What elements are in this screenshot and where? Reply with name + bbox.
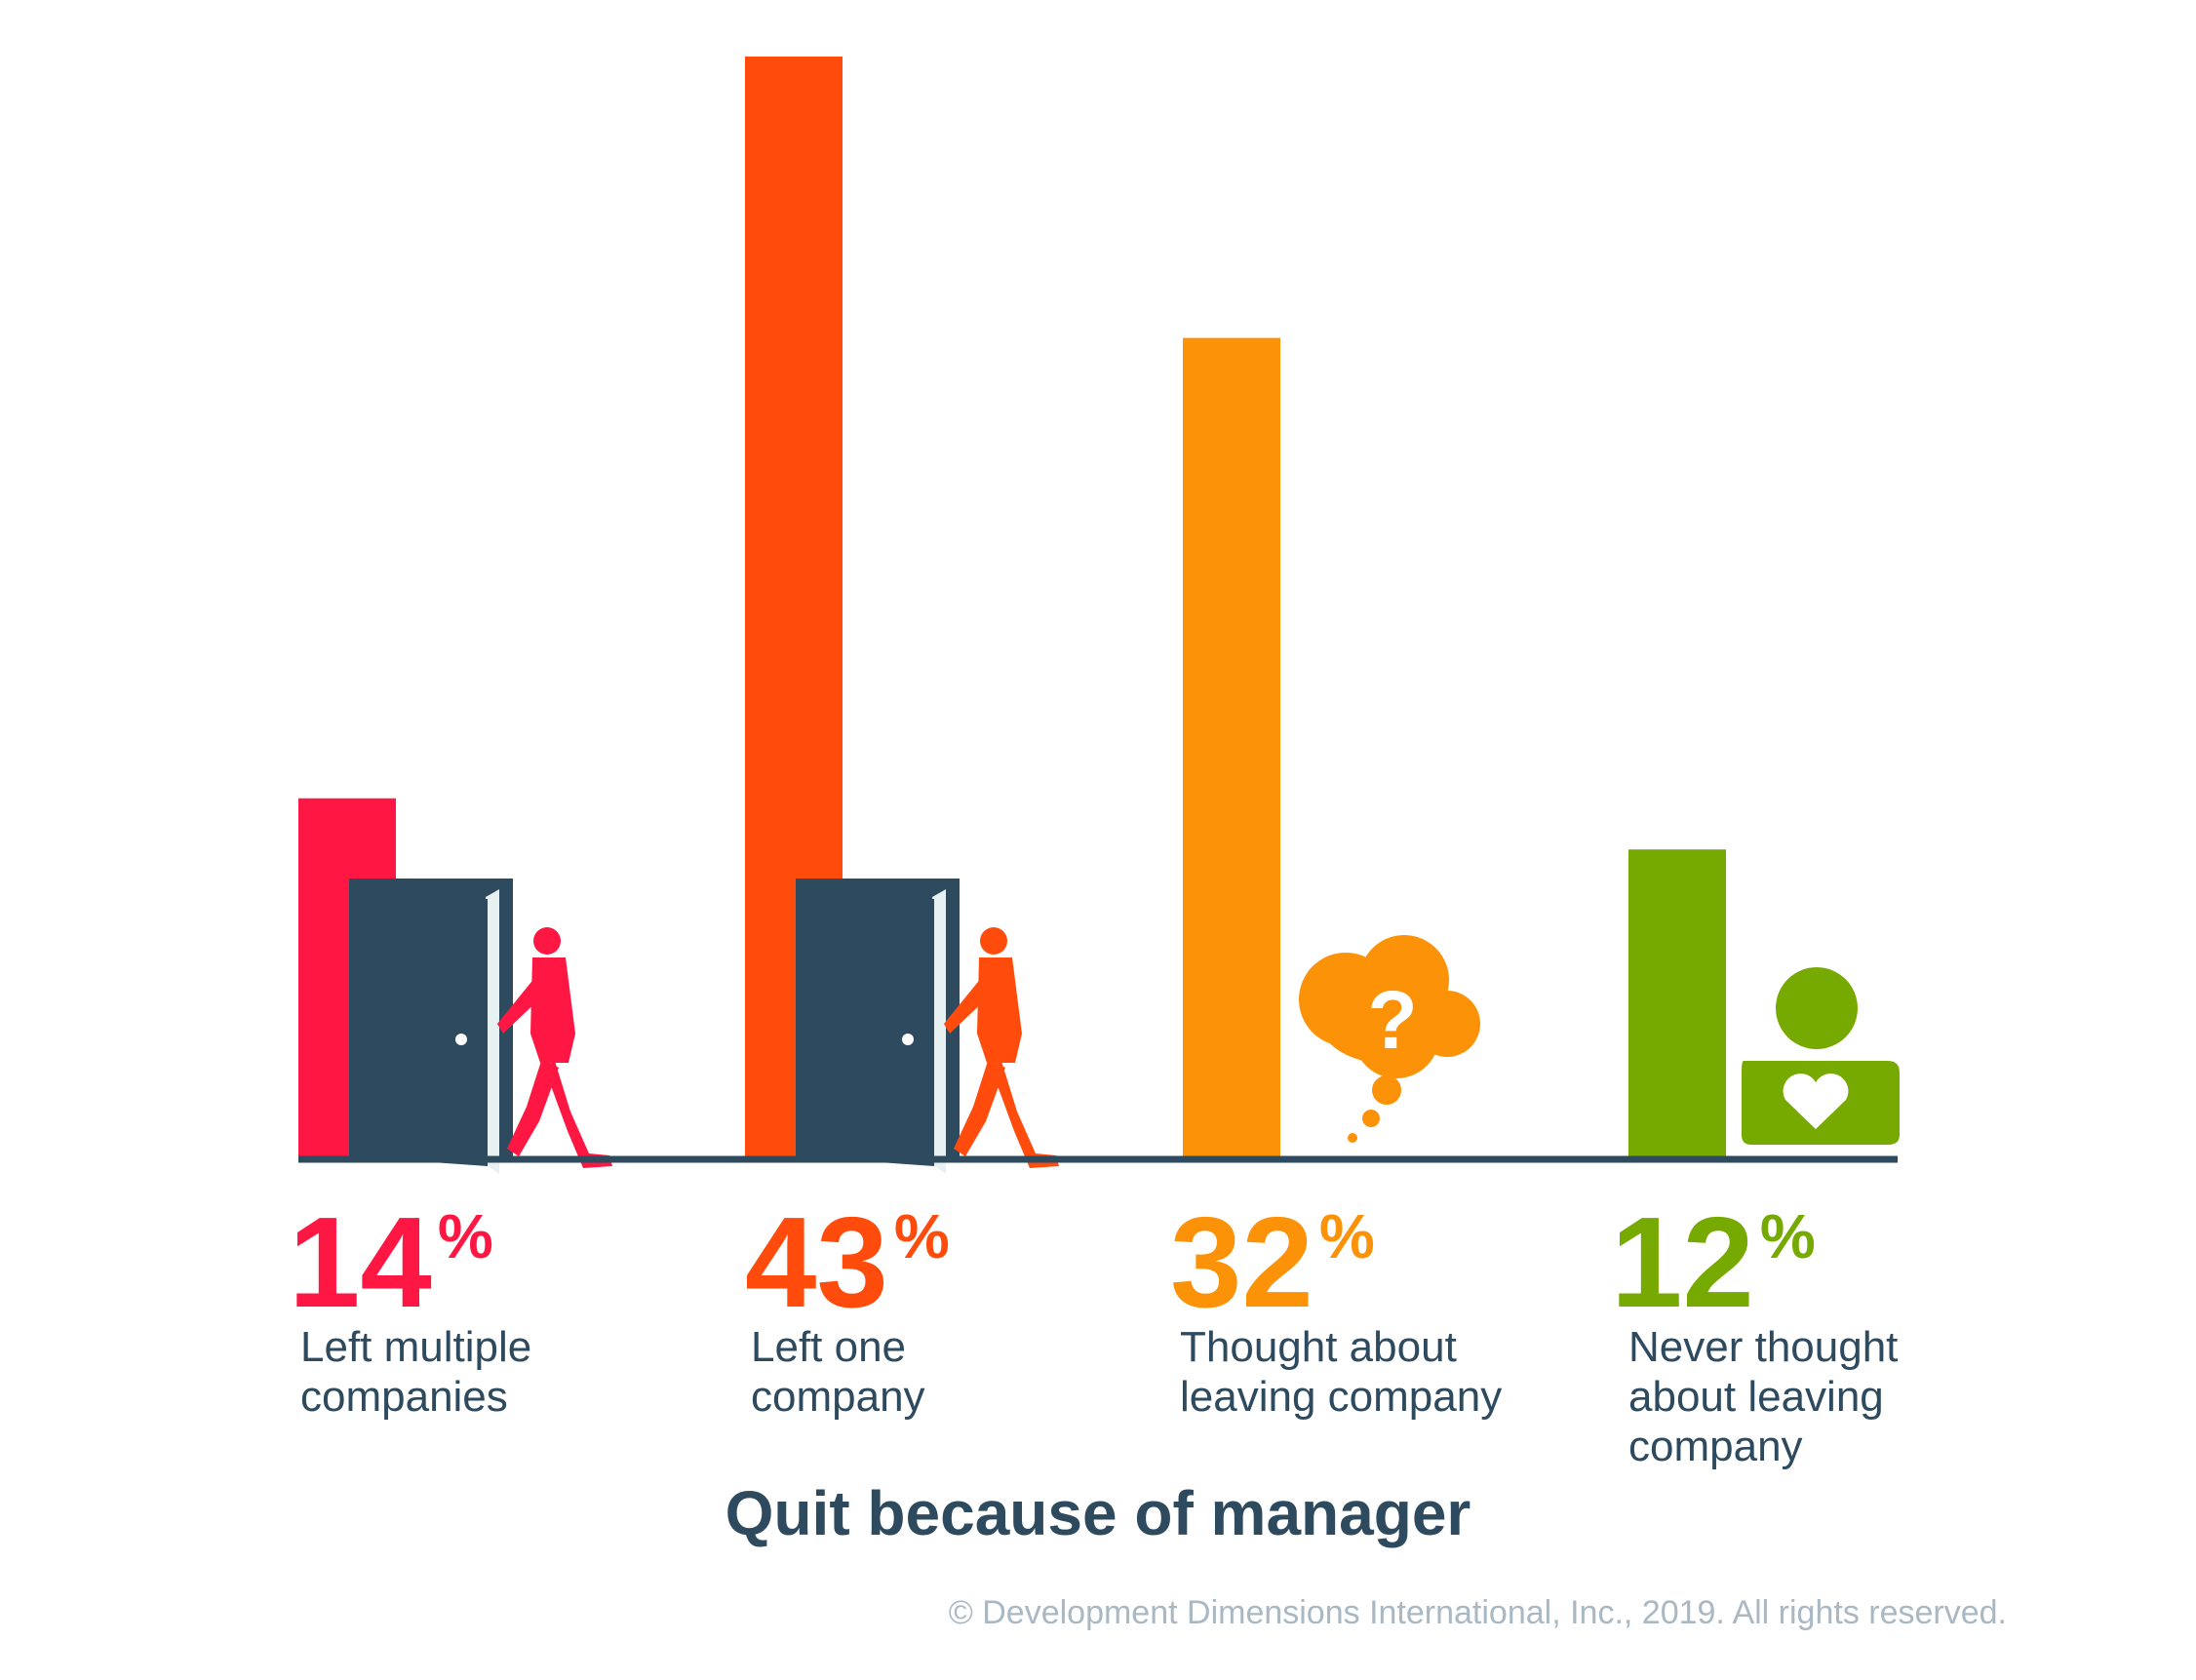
category-label-3: Thought about leaving company: [1180, 1323, 1502, 1421]
category-label-4: Never thought about leaving company: [1628, 1323, 1898, 1470]
person-heart-icon: [1742, 967, 1900, 1145]
value-label-3: 32%: [1170, 1191, 1375, 1334]
thought-bubble-question-icon: ?: [1299, 935, 1480, 1143]
person-leaving-door-icon: [349, 879, 612, 1174]
copyright-text: © Development Dimensions International, …: [949, 1594, 2007, 1631]
category-label-2: Left one company: [751, 1323, 925, 1421]
icons-group: ?: [349, 879, 1900, 1174]
value-label-4: 12%: [1611, 1191, 1816, 1334]
bar-4: [1628, 849, 1726, 1156]
labels-group: 14%Left multiple companies 43%Left one comp…: [289, 1191, 1898, 1470]
value-label-2: 43%: [745, 1191, 950, 1334]
bars-group: [298, 57, 1726, 1157]
chart-title: Quit because of manager: [725, 1478, 1471, 1548]
svg-text:?: ?: [1367, 974, 1417, 1066]
bar-3: [1183, 337, 1280, 1157]
value-label-1: 14%: [289, 1191, 493, 1334]
person-leaving-door-icon: [796, 879, 1059, 1174]
category-label-1: Left multiple companies: [300, 1323, 531, 1421]
